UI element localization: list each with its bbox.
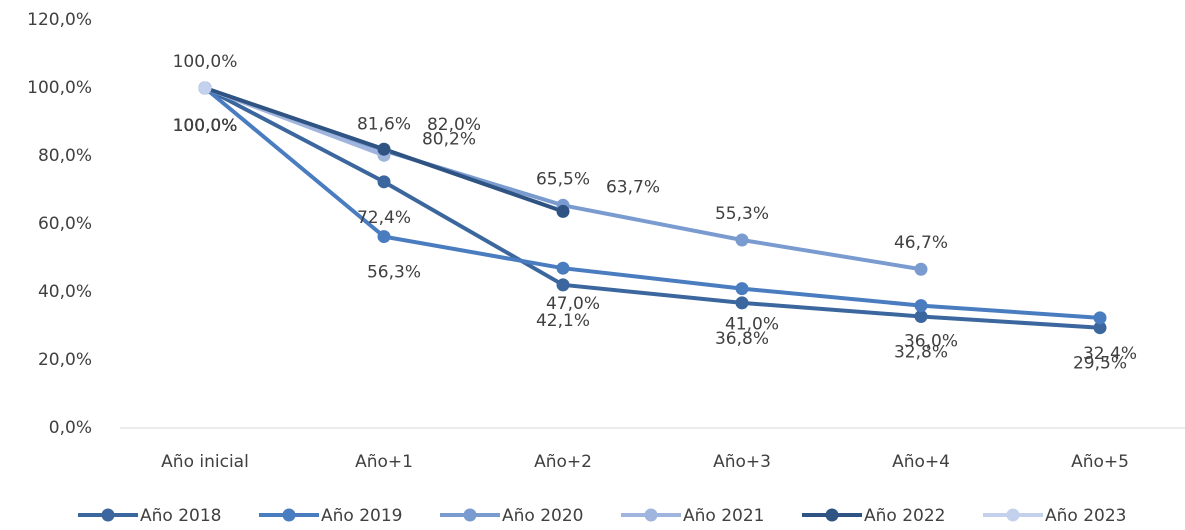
- data-point: [735, 282, 749, 296]
- legend-marker: [1006, 508, 1020, 522]
- data-label: 100,0%: [173, 116, 238, 136]
- data-label: 100,0%: [173, 116, 238, 136]
- data-label: 29,5%: [1073, 354, 1127, 374]
- data-point: [377, 142, 391, 156]
- y-tick-label: 120,0%: [27, 10, 92, 30]
- legend-marker: [644, 508, 658, 522]
- data-label: 32,4%: [1083, 344, 1137, 364]
- data-label: 81,6%: [357, 115, 411, 135]
- y-tick-label: 80,0%: [38, 146, 92, 166]
- y-tick-label: 0,0%: [49, 418, 92, 438]
- data-label: 36,8%: [715, 329, 769, 349]
- data-point: [198, 81, 212, 95]
- x-tick-label: Año+3: [713, 452, 771, 472]
- x-tick-label: Año+5: [1071, 452, 1129, 472]
- data-point: [735, 296, 749, 310]
- legend-label: Año 2021: [683, 506, 764, 526]
- x-tick-label: Año+1: [355, 452, 413, 472]
- data-label: 42,1%: [536, 311, 590, 331]
- data-point: [914, 309, 928, 323]
- legend-label: Año 2020: [502, 506, 583, 526]
- legend-marker: [101, 508, 115, 522]
- legend-marker: [825, 508, 839, 522]
- data-label: 41,0%: [725, 315, 779, 335]
- data-label: 56,3%: [367, 263, 421, 283]
- data-label: 72,4%: [357, 208, 411, 228]
- legend-label: Año 2022: [864, 506, 945, 526]
- data-point: [556, 261, 570, 275]
- legend-label: Año 2019: [321, 506, 402, 526]
- data-label: 65,5%: [536, 169, 590, 189]
- data-label: 100,0%: [173, 116, 238, 136]
- data-label: 82,0%: [427, 115, 481, 135]
- data-label: 55,3%: [715, 204, 769, 224]
- data-label: 32,8%: [894, 342, 948, 362]
- data-point: [914, 299, 928, 313]
- data-label: 100,0%: [173, 116, 238, 136]
- y-tick-label: 40,0%: [38, 282, 92, 302]
- y-tick-label: 60,0%: [38, 214, 92, 234]
- data-point: [735, 233, 749, 247]
- data-point: [377, 230, 391, 244]
- legend-label: Año 2018: [140, 506, 221, 526]
- data-label: 36,0%: [904, 332, 958, 352]
- x-tick-label: Año+4: [892, 452, 950, 472]
- series-line: [204, 86, 1101, 330]
- data-label: 63,7%: [606, 177, 660, 197]
- data-point: [377, 175, 391, 189]
- data-point: [1093, 321, 1107, 335]
- y-tick-label: 100,0%: [27, 78, 92, 98]
- data-label: 100,0%: [173, 116, 238, 136]
- legend-marker: [463, 508, 477, 522]
- legend-label: Año 2023: [1045, 506, 1126, 526]
- data-label: 46,7%: [894, 233, 948, 253]
- x-tick-label: Año inicial: [161, 452, 249, 472]
- series-line: [203, 86, 1101, 320]
- data-point: [914, 262, 928, 276]
- x-tick-label: Año+2: [534, 452, 592, 472]
- data-label: 100,0%: [173, 52, 238, 72]
- data-label: 47,0%: [546, 294, 600, 314]
- y-tick-label: 20,0%: [38, 350, 92, 370]
- data-point: [1093, 311, 1107, 325]
- data-point: [556, 278, 570, 292]
- legend-marker: [282, 508, 296, 522]
- data-point: [556, 204, 570, 218]
- data-label: 80,2%: [422, 129, 476, 149]
